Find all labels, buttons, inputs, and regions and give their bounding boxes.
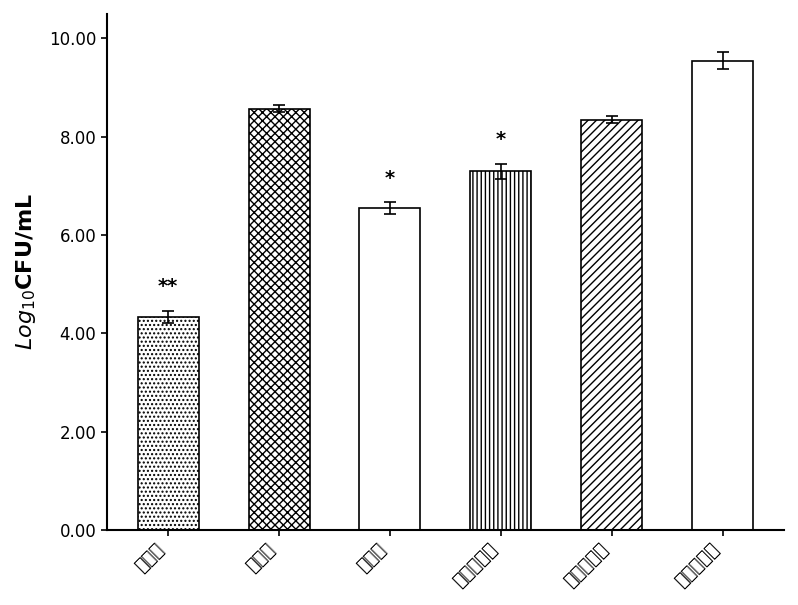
Text: **: **: [158, 278, 178, 296]
Bar: [137, 317, 199, 530]
Bar: [359, 208, 421, 530]
Bar: [693, 60, 753, 530]
Bar: [582, 120, 642, 530]
Bar: [248, 109, 310, 530]
Text: *: *: [496, 130, 506, 149]
Text: *: *: [385, 169, 395, 188]
Y-axis label: $Log_{10}$CFU/mL: $Log_{10}$CFU/mL: [14, 194, 38, 350]
Bar: [470, 171, 531, 530]
